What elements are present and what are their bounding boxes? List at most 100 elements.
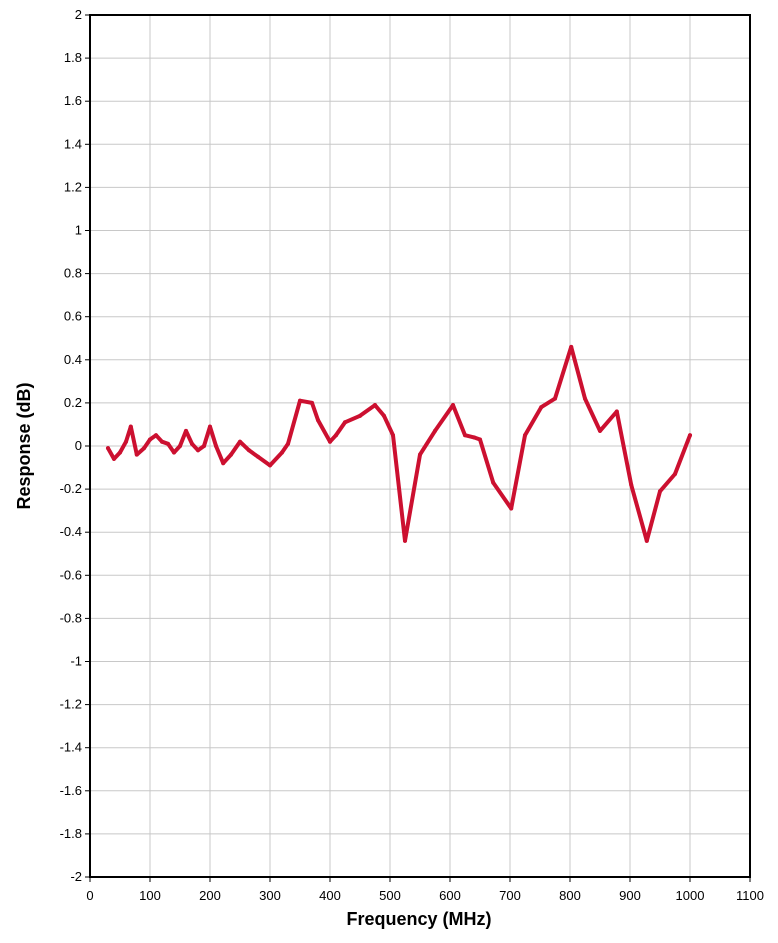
data-point	[583, 396, 587, 401]
series-line	[106, 344, 692, 543]
y-axis-label: Response (dB)	[14, 382, 34, 509]
data-point	[553, 396, 557, 401]
data-point	[298, 398, 302, 403]
x-tick-label: 1100	[736, 888, 764, 903]
data-point	[644, 538, 649, 543]
x-tick-label: 100	[139, 888, 161, 903]
x-tick-label: 1000	[676, 888, 705, 903]
x-tick-label: 400	[319, 888, 341, 903]
y-tick-label: -2	[70, 869, 82, 884]
data-point	[328, 439, 332, 444]
y-tick-label: 0.6	[64, 309, 82, 324]
data-point	[433, 428, 437, 433]
y-tick-label: 1.4	[64, 136, 82, 151]
data-point	[154, 433, 158, 438]
data-point	[491, 480, 496, 485]
x-tick-labels: 0 100 200 300 400 500 600 700 800 900 1000 1100	[86, 877, 764, 903]
data-point	[221, 461, 226, 466]
y-tick-label: 1.6	[64, 93, 82, 108]
x-tick-label: 200	[199, 888, 221, 903]
data-point	[202, 444, 206, 448]
data-point	[142, 446, 146, 451]
y-tick-label: -1.6	[60, 783, 82, 798]
data-point	[391, 433, 395, 438]
data-point	[629, 482, 634, 487]
data-point	[472, 435, 476, 440]
data-point	[229, 452, 233, 457]
data-point	[658, 489, 662, 494]
y-tick-label: -1.2	[60, 697, 82, 712]
data-point	[310, 400, 314, 405]
data-point	[403, 538, 407, 543]
data-point	[256, 454, 260, 459]
data-point	[614, 409, 619, 414]
data-point	[539, 405, 544, 410]
y-tick-label: -0.2	[60, 481, 82, 496]
data-point	[382, 413, 386, 418]
x-axis-label: Frequency (MHz)	[346, 909, 491, 929]
data-point	[184, 428, 188, 433]
y-tick-label: 0	[75, 438, 82, 453]
gridlines	[89, 14, 751, 878]
y-tick-label: 0.8	[64, 266, 82, 281]
data-point	[451, 403, 455, 408]
data-point	[196, 448, 200, 453]
y-tick-label: 0.4	[64, 352, 82, 367]
data-point	[247, 448, 251, 453]
data-point	[286, 441, 290, 446]
data-point	[148, 437, 152, 442]
data-point	[112, 456, 116, 461]
data-point	[268, 463, 272, 468]
data-point	[598, 428, 602, 433]
series-layer	[106, 344, 692, 543]
data-point	[166, 441, 170, 446]
data-point	[418, 452, 422, 457]
y-tick-label: -1	[70, 654, 82, 669]
data-point	[134, 452, 139, 457]
data-point	[688, 433, 692, 438]
plot-frame	[89, 14, 751, 878]
y-tick-label: 1.8	[64, 50, 82, 65]
data-point	[128, 424, 133, 429]
data-point	[463, 433, 467, 438]
data-point	[509, 506, 514, 511]
data-point	[673, 472, 677, 477]
data-point	[358, 413, 362, 418]
data-point	[190, 441, 194, 446]
y-tick-label: -1.8	[60, 826, 82, 841]
data-point	[124, 439, 128, 444]
data-point	[280, 450, 284, 455]
y-tick-label: -0.8	[60, 610, 82, 625]
y-tick-label: 0.2	[64, 395, 82, 410]
x-tick-label: 500	[379, 888, 401, 903]
x-tick-label: 300	[259, 888, 281, 903]
data-point	[160, 439, 164, 444]
data-point	[478, 437, 482, 442]
data-point	[178, 444, 182, 448]
data-point	[334, 433, 338, 438]
data-point	[373, 403, 377, 408]
x-tick-label: 700	[499, 888, 521, 903]
y-tick-label: 1	[75, 223, 82, 238]
x-tick-label: 0	[86, 888, 93, 903]
data-point	[343, 420, 347, 425]
data-point	[523, 433, 527, 438]
y-tick-label: -0.6	[60, 567, 82, 582]
x-tick-label: 900	[619, 888, 641, 903]
y-tick-label: 1.2	[64, 179, 82, 194]
data-point	[214, 444, 218, 448]
data-point	[569, 344, 574, 349]
data-point	[118, 450, 122, 455]
data-point	[238, 439, 242, 444]
data-point	[316, 418, 320, 423]
data-point	[106, 446, 110, 451]
x-tick-label: 800	[559, 888, 581, 903]
y-tick-label: -1.4	[60, 740, 82, 755]
data-point	[172, 450, 176, 455]
data-point	[208, 424, 212, 429]
y-tick-label: 2	[75, 7, 82, 22]
y-tick-labels: -2 -1.8 -1.6 -1.4 -1.2 -1 -0.8 -0.6 -0.4 -0.2 0 0.2…	[60, 7, 90, 884]
y-tick-label: -0.4	[60, 524, 82, 539]
x-tick-label: 600	[439, 888, 461, 903]
